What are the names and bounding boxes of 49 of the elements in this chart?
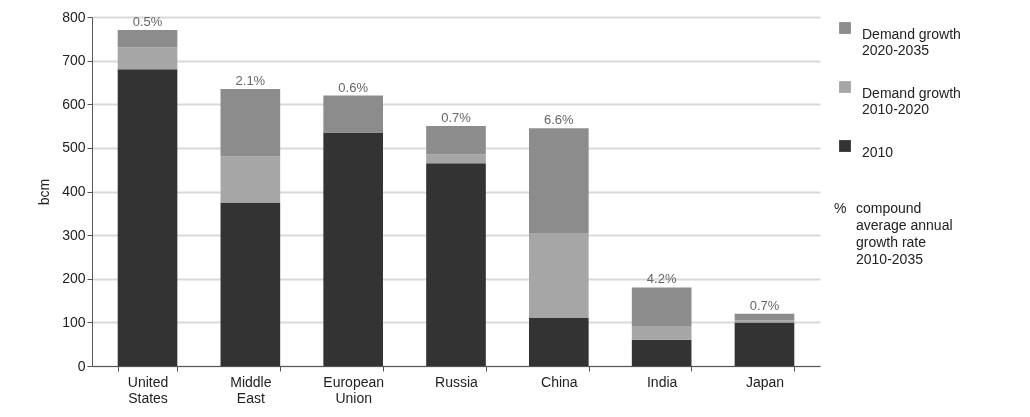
x-tick-label: European Union [323, 373, 385, 406]
bar [631, 287, 692, 327]
text: compound average annual growth rate 2010-2035 [856, 200, 953, 267]
bar [117, 30, 178, 48]
y-tick-label: 100 [62, 313, 86, 330]
y-tick-label: 600 [62, 95, 86, 112]
annotation: 0.6% [338, 79, 369, 95]
bar [220, 156, 281, 203]
y-tick-label: 500 [62, 139, 86, 156]
x-tick-label: China [541, 373, 578, 390]
bar [734, 322, 795, 366]
annotation: 0.7% [441, 110, 472, 126]
bar [734, 313, 795, 321]
bar [426, 126, 486, 155]
annotation: 0.7% [749, 297, 780, 313]
y-tick-label: 400 [62, 183, 86, 199]
bar [529, 318, 589, 366]
y-tick-label: 300 [62, 226, 86, 243]
annotation: 0.5% [132, 14, 163, 30]
y-tick-label: 800 [62, 8, 86, 25]
x-tick-label: India [646, 373, 678, 390]
bar [117, 47, 178, 70]
bar [734, 320, 795, 323]
y-tick-label: 700 [62, 52, 86, 69]
x-tick-label: Russia [435, 373, 479, 390]
x-tick-label: Japan [745, 373, 785, 390]
bar [426, 163, 486, 366]
y-tick-label: 0 [77, 357, 86, 374]
x-tick-label: United States [127, 373, 169, 406]
y-axis-title: bcm [36, 178, 53, 206]
legend-label: Demand growth 2020-2035 [862, 26, 961, 58]
bar [631, 326, 692, 340]
annotation: 6.6% [544, 112, 575, 128]
bar [426, 154, 486, 164]
bar [220, 202, 281, 366]
bar [117, 69, 178, 366]
legend-label: 2010 [862, 144, 894, 160]
text: % [834, 200, 847, 216]
x-tick-label: Middle East [230, 373, 272, 406]
bar [529, 232, 589, 319]
annotation: 4.2% [646, 271, 677, 287]
bar [220, 88, 281, 157]
annotation: 2.1% [235, 72, 266, 88]
bar [529, 128, 589, 233]
bar [323, 132, 383, 366]
bar [631, 339, 692, 366]
legend-label: Demand growth 2010-2020 [862, 85, 961, 117]
bar [323, 95, 383, 133]
y-tick-label: 200 [62, 270, 86, 287]
